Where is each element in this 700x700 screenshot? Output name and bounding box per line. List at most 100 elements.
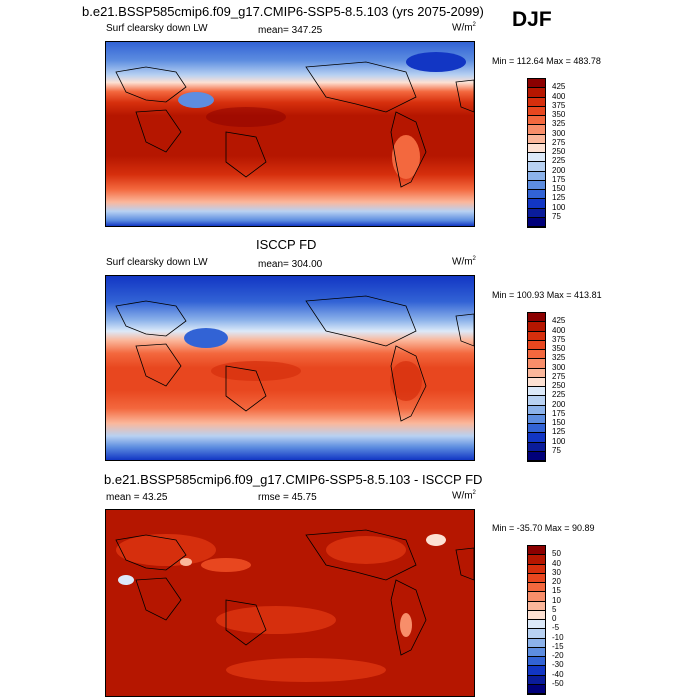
colorbar-swatch	[528, 564, 545, 574]
panel3-map	[105, 509, 475, 697]
colorbar-swatch	[528, 143, 545, 153]
colorbar-tick-label: 425	[552, 316, 566, 326]
colorbar-tick-label: 0	[552, 614, 557, 623]
colorbar-tick-label: 325	[552, 353, 566, 363]
colorbar-tick-label: 125	[552, 193, 566, 203]
colorbar-tick-label: 225	[552, 156, 566, 166]
colorbar-tick-label: 425	[552, 82, 566, 92]
colorbar-swatch	[528, 396, 545, 406]
colorbar-swatch	[528, 134, 545, 144]
colorbar-tick-label: 50	[552, 549, 561, 559]
colorbar-swatch	[528, 180, 545, 190]
colorbar-swatch	[528, 331, 545, 341]
colorbar-swatch	[528, 546, 545, 556]
colorbar-swatch	[528, 162, 545, 172]
colorbar-swatch	[528, 190, 545, 200]
colorbar-tick-label: 350	[552, 110, 566, 119]
colorbar-swatch	[528, 368, 545, 378]
colorbar-tick-label: 325	[552, 119, 566, 129]
colorbar-tick-label: 400	[552, 325, 566, 335]
panel2-title: ISCCP FD	[256, 237, 317, 252]
colorbar-swatch	[528, 601, 545, 611]
panel1-title: b.e21.BSSP585cmip6.f09_g17.CMIP6-SSP5-8.…	[82, 4, 484, 19]
colorbar-tick-label: 20	[552, 577, 561, 586]
colorbar-swatch	[528, 217, 545, 227]
colorbar-swatch	[528, 684, 545, 694]
colorbar-swatch	[528, 638, 545, 648]
colorbar-tick-label: 250	[552, 381, 566, 390]
colorbar-swatch	[528, 313, 545, 323]
colorbar-swatch	[528, 675, 545, 685]
panel1-variable-label: Surf clearsky down LW	[106, 23, 208, 34]
colorbar-swatch	[528, 573, 545, 583]
colorbar-swatch	[528, 116, 545, 126]
colorbar-tick-label: 375	[552, 100, 566, 110]
panel3-title: b.e21.BSSP585cmip6.f09_g17.CMIP6-SSP5-8.…	[104, 472, 483, 487]
panel3-mean-label: mean = 43.25	[106, 492, 168, 503]
colorbar-tick-label: 175	[552, 174, 566, 184]
colorbar-tick-label: 100	[552, 436, 566, 446]
colorbar-swatch	[528, 414, 545, 424]
colorbar-tick-label: 375	[552, 334, 566, 344]
panel1-map	[105, 41, 475, 227]
panel3-units: W/m2	[452, 490, 476, 502]
colorbar-tick-label: 75	[552, 211, 561, 221]
colorbar-swatch	[528, 322, 545, 332]
colorbar-tick-label: -30	[552, 660, 564, 670]
colorbar-swatch	[528, 106, 545, 116]
colorbar-tick-label: 30	[552, 567, 561, 577]
panel3-rmse-label: rmse = 45.75	[258, 492, 317, 503]
colorbar-tick-label: 275	[552, 137, 566, 147]
colorbar-tick-label: 150	[552, 184, 566, 193]
colorbar-swatch	[528, 647, 545, 657]
colorbar-tick-label: 200	[552, 165, 566, 175]
colorbar-tick-label: 100	[552, 202, 566, 212]
colorbar-tick-label: 400	[552, 91, 566, 101]
colorbar-swatch	[528, 340, 545, 350]
colorbar-tick-label: -50	[552, 678, 564, 688]
panel1-mean-label: mean= 347.25	[258, 25, 323, 36]
colorbar-swatch	[528, 171, 545, 181]
colorbar-swatch	[528, 377, 545, 387]
colorbar-swatch	[528, 79, 545, 89]
colorbar-tick-label: 300	[552, 362, 566, 372]
colorbar-swatch	[528, 199, 545, 209]
panel1-units: W/m2	[452, 22, 476, 34]
panel1-colorbar	[527, 78, 546, 228]
colorbar-tick-label: 40	[552, 558, 561, 568]
colorbar-swatch	[528, 125, 545, 135]
panel1-minmax: Min = 112.64 Max = 483.78	[492, 56, 601, 66]
colorbar-tick-label: 15	[552, 586, 561, 596]
season-label: DJF	[512, 8, 552, 31]
colorbar-tick-label: 300	[552, 128, 566, 138]
colorbar-tick-label: 200	[552, 399, 566, 409]
colorbar-swatch	[528, 433, 545, 443]
colorbar-swatch	[528, 208, 545, 218]
panel2-map	[105, 275, 475, 461]
colorbar-swatch	[528, 153, 545, 163]
colorbar-swatch	[528, 629, 545, 639]
panel2-variable-label: Surf clearsky down LW	[106, 257, 208, 268]
colorbar-swatch	[528, 620, 545, 630]
colorbar-tick-label: 250	[552, 147, 566, 156]
colorbar-tick-label: 150	[552, 418, 566, 427]
panel3-minmax: Min = -35.70 Max = 90.89	[492, 523, 595, 533]
panel2-mean-label: mean= 304.00	[258, 259, 323, 270]
colorbar-swatch	[528, 555, 545, 565]
panel2-units: W/m2	[452, 256, 476, 268]
colorbar-swatch	[528, 610, 545, 620]
colorbar-swatch	[528, 583, 545, 593]
colorbar-swatch	[528, 666, 545, 676]
colorbar-swatch	[528, 387, 545, 397]
colorbar-tick-label: -15	[552, 641, 564, 651]
colorbar-tick-label: -5	[552, 623, 560, 633]
colorbar-swatch	[528, 88, 545, 98]
panel3-colorbar	[527, 545, 546, 695]
colorbar-swatch	[528, 405, 545, 415]
colorbar-swatch	[528, 451, 545, 461]
colorbar-tick-label: 275	[552, 371, 566, 381]
colorbar-swatch	[528, 657, 545, 667]
panel2-minmax: Min = 100.93 Max = 413.81	[492, 290, 602, 300]
colorbar-tick-label: 225	[552, 390, 566, 400]
colorbar-tick-label: 175	[552, 408, 566, 418]
